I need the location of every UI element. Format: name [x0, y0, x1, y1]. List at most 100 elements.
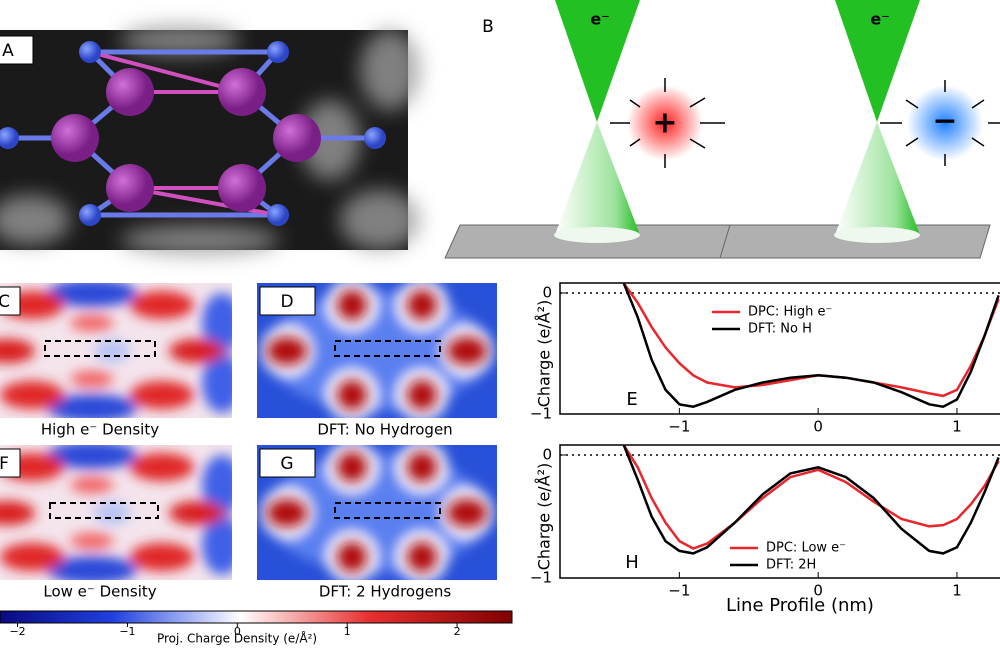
x-tick-label: −1 [668, 582, 690, 600]
x-tick-label: 1 [952, 418, 962, 436]
legend-label: DPC: Low e⁻ [766, 541, 846, 556]
graphic [259, 448, 316, 478]
y-tick-label: −1 [530, 405, 552, 423]
graphic [689, 97, 706, 108]
graphic [835, 0, 920, 122]
series-line [622, 282, 1000, 409]
graphic [629, 99, 641, 108]
series-line [622, 444, 1000, 550]
panel-label: G [280, 454, 293, 474]
x-axis-label: Line Profile (nm) [726, 595, 874, 616]
graphic [627, 85, 703, 161]
graphic [49, 502, 159, 519]
colorbar-tick-label: 1 [344, 625, 351, 638]
legend-label: DPC: High e⁻ [748, 305, 832, 320]
panel-label: C [0, 292, 10, 312]
line-chart: 0 −1 −1 0 1 Charge (e/Å²) E DPC: High e⁻ DFT: No… [530, 282, 1000, 436]
colorbar: Proj. Charge Density (e/Å²) −2 −1 0 1 2 [0, 610, 513, 646]
caption: DFT: 2 Hydrogens [319, 583, 452, 601]
graphic [89, 50, 243, 94]
panel-b: B e⁻ e⁻ + − [444, 0, 1000, 259]
heatmaps: C D F G High e⁻ Density DFT: No Hydrogen… [0, 279, 497, 601]
graphic [554, 227, 640, 243]
caption: Low e⁻ Density [43, 583, 156, 601]
graphic [120, 225, 280, 255]
graphic [0, 448, 21, 478]
graphic [51, 114, 99, 162]
graphic [0, 286, 21, 316]
graphic [51, 68, 321, 212]
graphic [44, 340, 156, 357]
graphic [340, 190, 420, 250]
caption: DFT: No Hydrogen [317, 421, 452, 439]
graphic [218, 164, 266, 212]
graphic [334, 502, 441, 519]
graphic [629, 138, 641, 147]
graphic [555, 122, 640, 235]
axes-frame [559, 444, 1000, 579]
panel-label: E [626, 389, 637, 410]
y-tick-label: 0 [542, 446, 552, 464]
charge-symbol: + [652, 106, 677, 141]
legend-label: DFT: 2H [766, 558, 816, 573]
graphic [238, 50, 375, 141]
graphic [360, 30, 420, 110]
y-tick-label: 0 [542, 284, 552, 302]
panel-label: F [0, 454, 9, 474]
charge-symbol: − [932, 104, 957, 139]
graphic [555, 0, 640, 122]
graphic [106, 164, 154, 212]
panel-label: D [280, 292, 293, 312]
graphic [273, 114, 321, 162]
series-line [622, 444, 1000, 555]
x-tick-label: 1 [952, 582, 962, 600]
graphic [364, 127, 386, 149]
colorbar-tick-label: 2 [454, 625, 461, 638]
graphic [0, 195, 70, 245]
graphic [79, 41, 101, 63]
graphic [905, 137, 919, 147]
y-axis-label: Charge (e/Å²) [535, 300, 554, 408]
graphic [0, 127, 19, 149]
panel-label: B [482, 17, 494, 37]
y-tick-label: −1 [530, 569, 552, 587]
graphic [907, 85, 983, 161]
graphic [835, 122, 920, 235]
x-tick-label: 0 [813, 582, 823, 600]
y-axis-label: Charge (e/Å²) [535, 463, 554, 571]
graphic [8, 50, 134, 141]
legend-label: DFT: No H [748, 322, 812, 337]
electron-label: e⁻ [590, 10, 609, 29]
graphic [0, 25, 420, 255]
colorbar-tick-label: −1 [119, 625, 135, 638]
electron-label: e⁻ [870, 10, 889, 29]
graphic [218, 68, 266, 116]
x-tick-label: 0 [813, 418, 823, 436]
graphic [334, 340, 441, 357]
graphic [106, 68, 154, 116]
graphic [120, 25, 240, 55]
colorbar-tick-label: 0 [234, 625, 241, 638]
graphic [259, 286, 316, 316]
graphic [905, 99, 919, 109]
graphic [610, 78, 1000, 168]
line-chart: 0 −1 −1 0 1 Charge (e/Å²) Line Profile (nm) H DP… [530, 444, 1000, 616]
graphic [971, 99, 985, 109]
graphic [0, 41, 386, 226]
graphic [0, 279, 242, 422]
graphic [971, 137, 985, 147]
graphic [44, 340, 441, 519]
graphic [129, 186, 279, 217]
x-tick-label: −1 [668, 418, 690, 436]
series-line [622, 282, 1000, 398]
graphic [689, 138, 706, 149]
graphic [79, 204, 101, 226]
colorbar-tick-label: −2 [9, 625, 25, 638]
graphic [0, 610, 513, 624]
colorbar-label: Proj. Charge Density (e/Å²) [157, 631, 317, 646]
graphic [267, 41, 289, 63]
graphic [834, 227, 920, 243]
graphic [0, 286, 316, 478]
